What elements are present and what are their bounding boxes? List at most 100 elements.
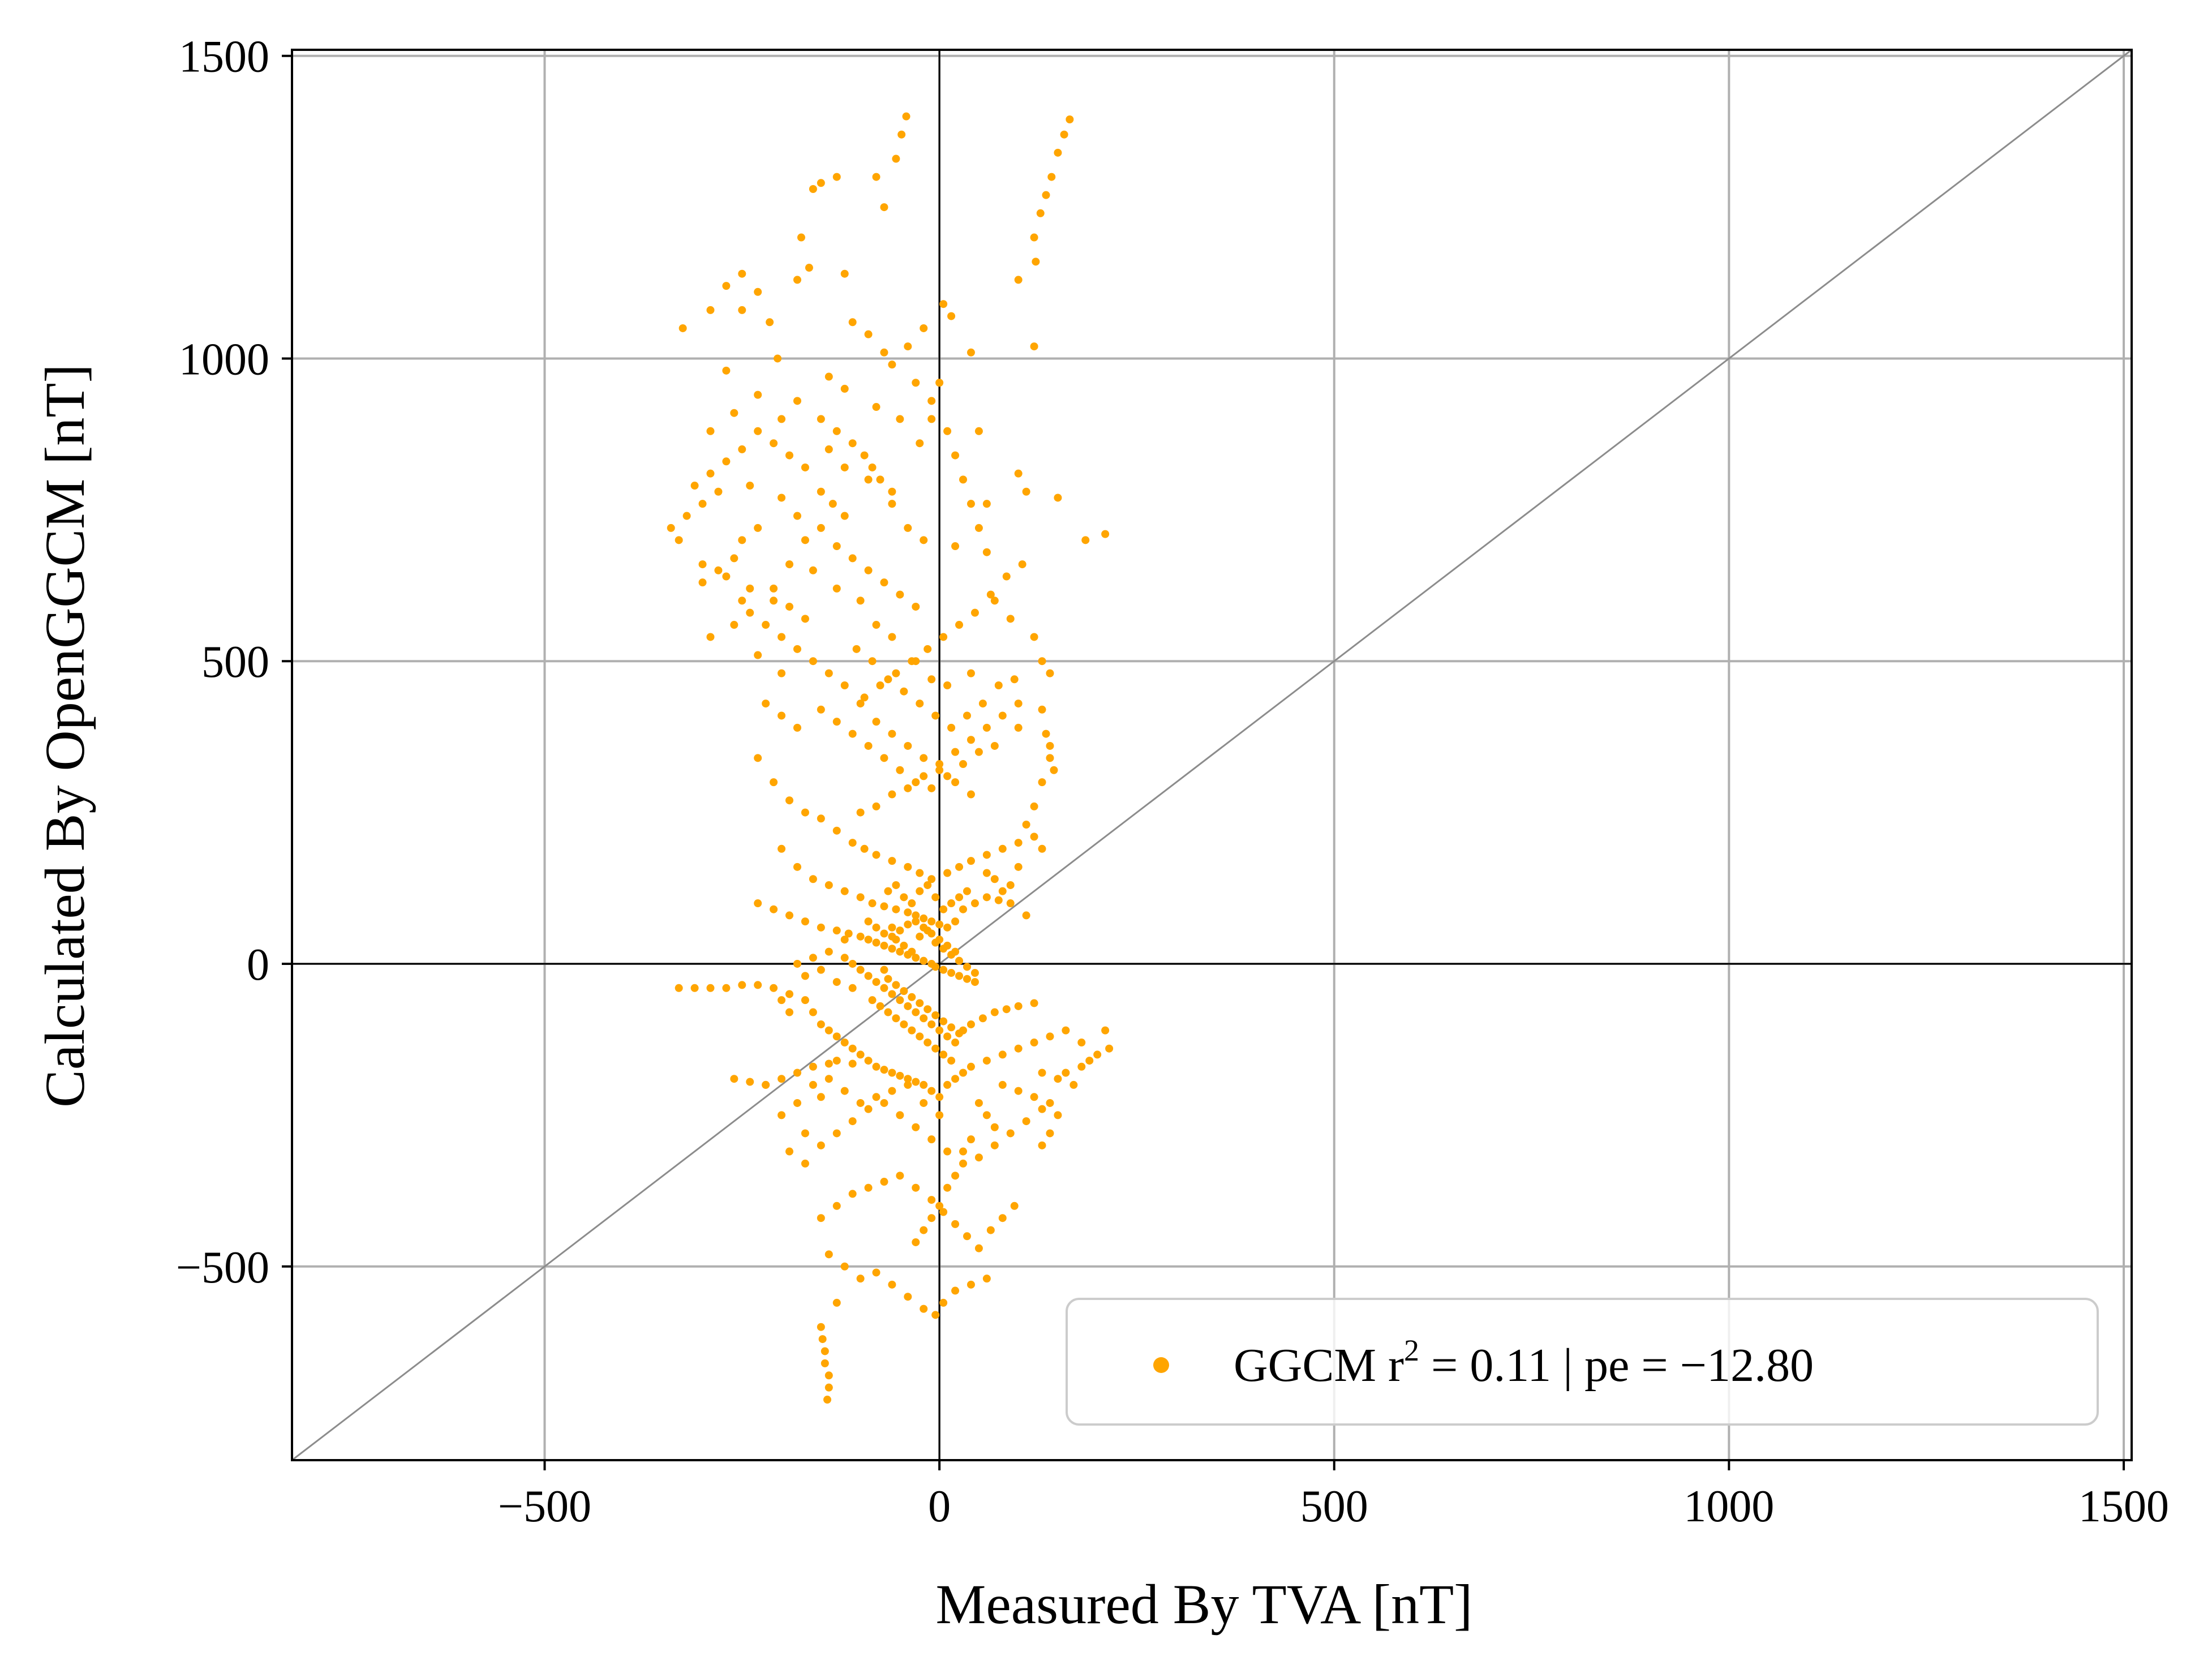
scatter-point: [770, 905, 778, 913]
scatter-point: [872, 978, 880, 986]
scatter-point: [927, 415, 936, 423]
scatter-point: [824, 669, 833, 677]
scatter-point: [730, 409, 738, 417]
scatter-point: [902, 112, 910, 121]
x-tick-label: 1500: [2078, 1482, 2169, 1531]
scatter-point: [943, 681, 952, 690]
scatter-point: [943, 869, 952, 877]
scatter-point: [801, 1129, 809, 1138]
scatter-point: [832, 584, 841, 593]
scatter-point: [738, 597, 746, 605]
scatter-point: [809, 1062, 817, 1071]
scatter-point: [1006, 881, 1015, 889]
scatter-point: [920, 1014, 928, 1023]
scatter-point: [943, 772, 952, 780]
scatter-point: [722, 572, 731, 581]
scatter-point: [935, 766, 944, 774]
scatter-point: [754, 899, 762, 908]
scatter-point: [1042, 730, 1050, 738]
scatter-point: [872, 403, 880, 411]
scatter-point: [770, 439, 778, 448]
scatter-point: [998, 1080, 1007, 1089]
scatter-point: [675, 536, 683, 544]
scatter-point: [939, 1017, 948, 1026]
scatter-point: [982, 548, 991, 556]
scatter-point: [817, 1323, 825, 1331]
scatter-point: [927, 1214, 936, 1222]
scatter-point: [848, 730, 857, 738]
scatter-points: [667, 112, 1114, 1404]
scatter-point: [793, 512, 801, 520]
scatter-point: [912, 1183, 920, 1192]
scatter-point: [990, 1008, 999, 1016]
scatter-point: [912, 602, 920, 611]
scatter-point: [880, 966, 888, 974]
scatter-point: [1014, 469, 1023, 478]
scatter-point: [675, 984, 683, 992]
scatter-point: [1046, 669, 1054, 677]
scatter-point: [823, 1396, 831, 1404]
scatter-point: [888, 1087, 896, 1095]
scatter-point: [832, 978, 841, 986]
scatter-point: [904, 342, 912, 351]
scatter-point: [947, 723, 956, 732]
scatter-point: [994, 681, 1003, 690]
scatter-point: [872, 1062, 880, 1071]
scatter-point: [1032, 258, 1040, 266]
scatter-point: [1038, 1141, 1046, 1149]
scatter-point: [908, 993, 916, 1001]
scatter-point: [974, 748, 983, 756]
scatter-point: [848, 318, 857, 327]
scatter-point: [959, 475, 967, 484]
scatter-point: [939, 1208, 948, 1216]
scatter-point: [778, 1111, 786, 1119]
scatter-point: [998, 1050, 1007, 1059]
scatter-point: [982, 1111, 991, 1119]
scatter-point: [1046, 754, 1054, 762]
scatter-point: [888, 361, 896, 369]
scatter-point: [1093, 1050, 1102, 1059]
scatter-point: [959, 760, 967, 769]
scatter-point: [990, 741, 999, 750]
scatter-point: [840, 384, 849, 393]
scatter-point: [714, 566, 723, 574]
scatter-point: [746, 608, 754, 617]
scatter-point: [1030, 833, 1038, 841]
scatter-point: [908, 899, 916, 908]
scatter-point: [840, 1039, 849, 1047]
scatter-point: [848, 554, 857, 563]
scatter-point: [998, 711, 1007, 720]
scatter-point: [730, 621, 738, 629]
scatter-point: [974, 427, 983, 435]
scatter-point: [1014, 723, 1023, 732]
scatter-point: [864, 1105, 873, 1113]
scatter-point: [793, 645, 801, 653]
scatter-point: [935, 920, 944, 929]
scatter-point: [824, 1383, 833, 1392]
scatter-point: [982, 1057, 991, 1065]
scatter-point: [864, 330, 873, 338]
scatter-point: [1060, 130, 1068, 139]
scatter-point: [809, 185, 817, 193]
scatter-point: [931, 893, 940, 902]
scatter-point: [920, 324, 928, 332]
scatter-point: [880, 929, 888, 938]
scatter-point: [1085, 1057, 1094, 1065]
y-tick-label: 0: [247, 940, 269, 990]
y-tick-label: −500: [176, 1243, 269, 1293]
scatter-point: [778, 1075, 786, 1083]
scatter-point: [864, 1183, 873, 1192]
scatter-point: [1030, 633, 1038, 641]
scatter-point: [754, 981, 762, 989]
scatter-point: [978, 700, 987, 708]
scatter-point: [848, 984, 857, 992]
scatter-point: [1077, 1062, 1086, 1071]
scatter-point: [935, 1111, 944, 1119]
scatter-point: [809, 1008, 817, 1016]
scatter-point: [864, 741, 873, 750]
scatter-point: [832, 1202, 841, 1210]
scatter-point: [900, 1020, 908, 1028]
scatter-point: [872, 718, 880, 726]
scatter-point: [896, 766, 904, 774]
